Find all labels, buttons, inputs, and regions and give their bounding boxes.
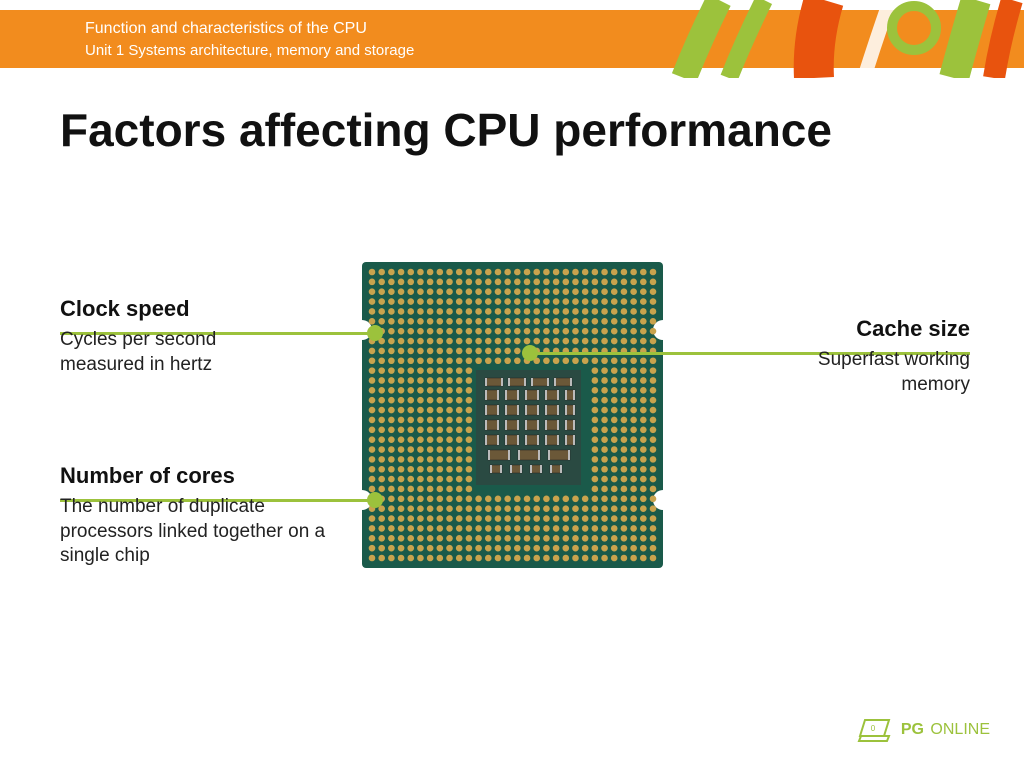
callout-cache: Cache size Superfast working memory bbox=[760, 316, 970, 397]
callout-title: Number of cores bbox=[60, 463, 330, 489]
callout-desc: Superfast working memory bbox=[760, 348, 970, 397]
callout-title: Clock speed bbox=[60, 296, 305, 322]
svg-text:0: 0 bbox=[871, 724, 876, 733]
callout-desc: The number of duplicate processors linke… bbox=[60, 495, 330, 569]
slide-title: Factors affecting CPU performance bbox=[60, 103, 832, 157]
header-decoration bbox=[664, 0, 1024, 78]
footer-brand-text: PG ONLINE bbox=[901, 721, 990, 739]
cpu-chip-image bbox=[360, 260, 665, 570]
leader-dot bbox=[367, 325, 383, 341]
callout-clock: Clock speed Cycles per second measured in… bbox=[60, 296, 305, 377]
footer-logo: 0 PG ONLINE bbox=[857, 716, 990, 744]
leader-dot bbox=[522, 345, 538, 361]
laptop-icon: 0 bbox=[857, 716, 893, 744]
callout-title: Cache size bbox=[760, 316, 970, 342]
callout-cores: Number of cores The number of duplicate p… bbox=[60, 463, 330, 569]
leader-dot bbox=[367, 492, 383, 508]
callout-desc: Cycles per second measured in hertz bbox=[60, 328, 305, 377]
